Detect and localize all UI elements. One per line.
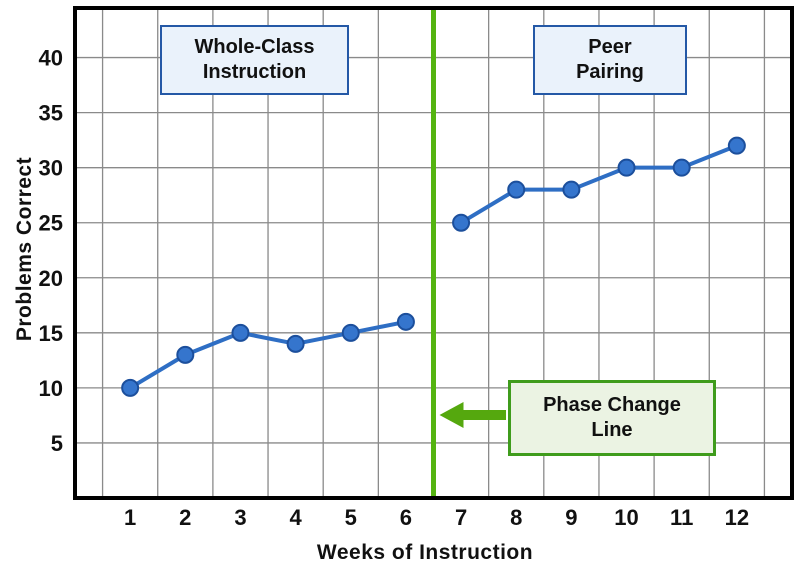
x-tick-label: 4 [289,505,302,530]
data-point [176,345,195,364]
data-point [396,312,415,331]
y-axis-title: Problems Correct [13,156,36,342]
x-tick-label: 10 [614,505,638,530]
y-tick-label: 20 [39,266,63,291]
data-line [128,319,408,390]
y-tick-label: 30 [39,156,63,181]
y-tick-label: 40 [39,46,63,71]
y-tick-label: 10 [39,376,63,401]
y-tick-label: 5 [51,431,63,456]
x-axis-title: Weeks of Instruction [316,541,534,564]
data-point [672,158,691,177]
data-point [286,334,305,353]
data-point [452,213,471,232]
x-tick-label: 7 [455,505,467,530]
plot-border [73,6,794,500]
data-point [507,180,526,199]
annotation-phase-change-line: Phase Change Line [508,380,716,456]
data-point [341,323,360,342]
y-tick-label: 25 [39,211,63,236]
x-tick-label: 2 [179,505,191,530]
data-point [617,158,636,177]
x-tick-label: 3 [234,505,246,530]
phase-arrow-head [439,402,464,428]
y-tick-label: 35 [39,101,63,126]
x-tick-label: 5 [345,505,357,530]
annotation-peer-pairing: Peer Pairing [533,25,687,95]
x-tick-label: 12 [725,505,749,530]
annotation-whole-class-instruction: Whole-Class Instruction [160,25,349,95]
data-point [562,180,581,199]
data-line [459,143,739,225]
x-tick-label: 11 [670,505,693,530]
x-tick-label: 9 [565,505,577,530]
y-tick-label: 15 [39,321,63,346]
data-point [727,136,746,155]
x-tick-label: 1 [124,505,136,530]
data-point [231,323,250,342]
data-point [121,378,140,397]
x-tick-label: 8 [510,505,522,530]
x-tick-label: 6 [400,505,412,530]
